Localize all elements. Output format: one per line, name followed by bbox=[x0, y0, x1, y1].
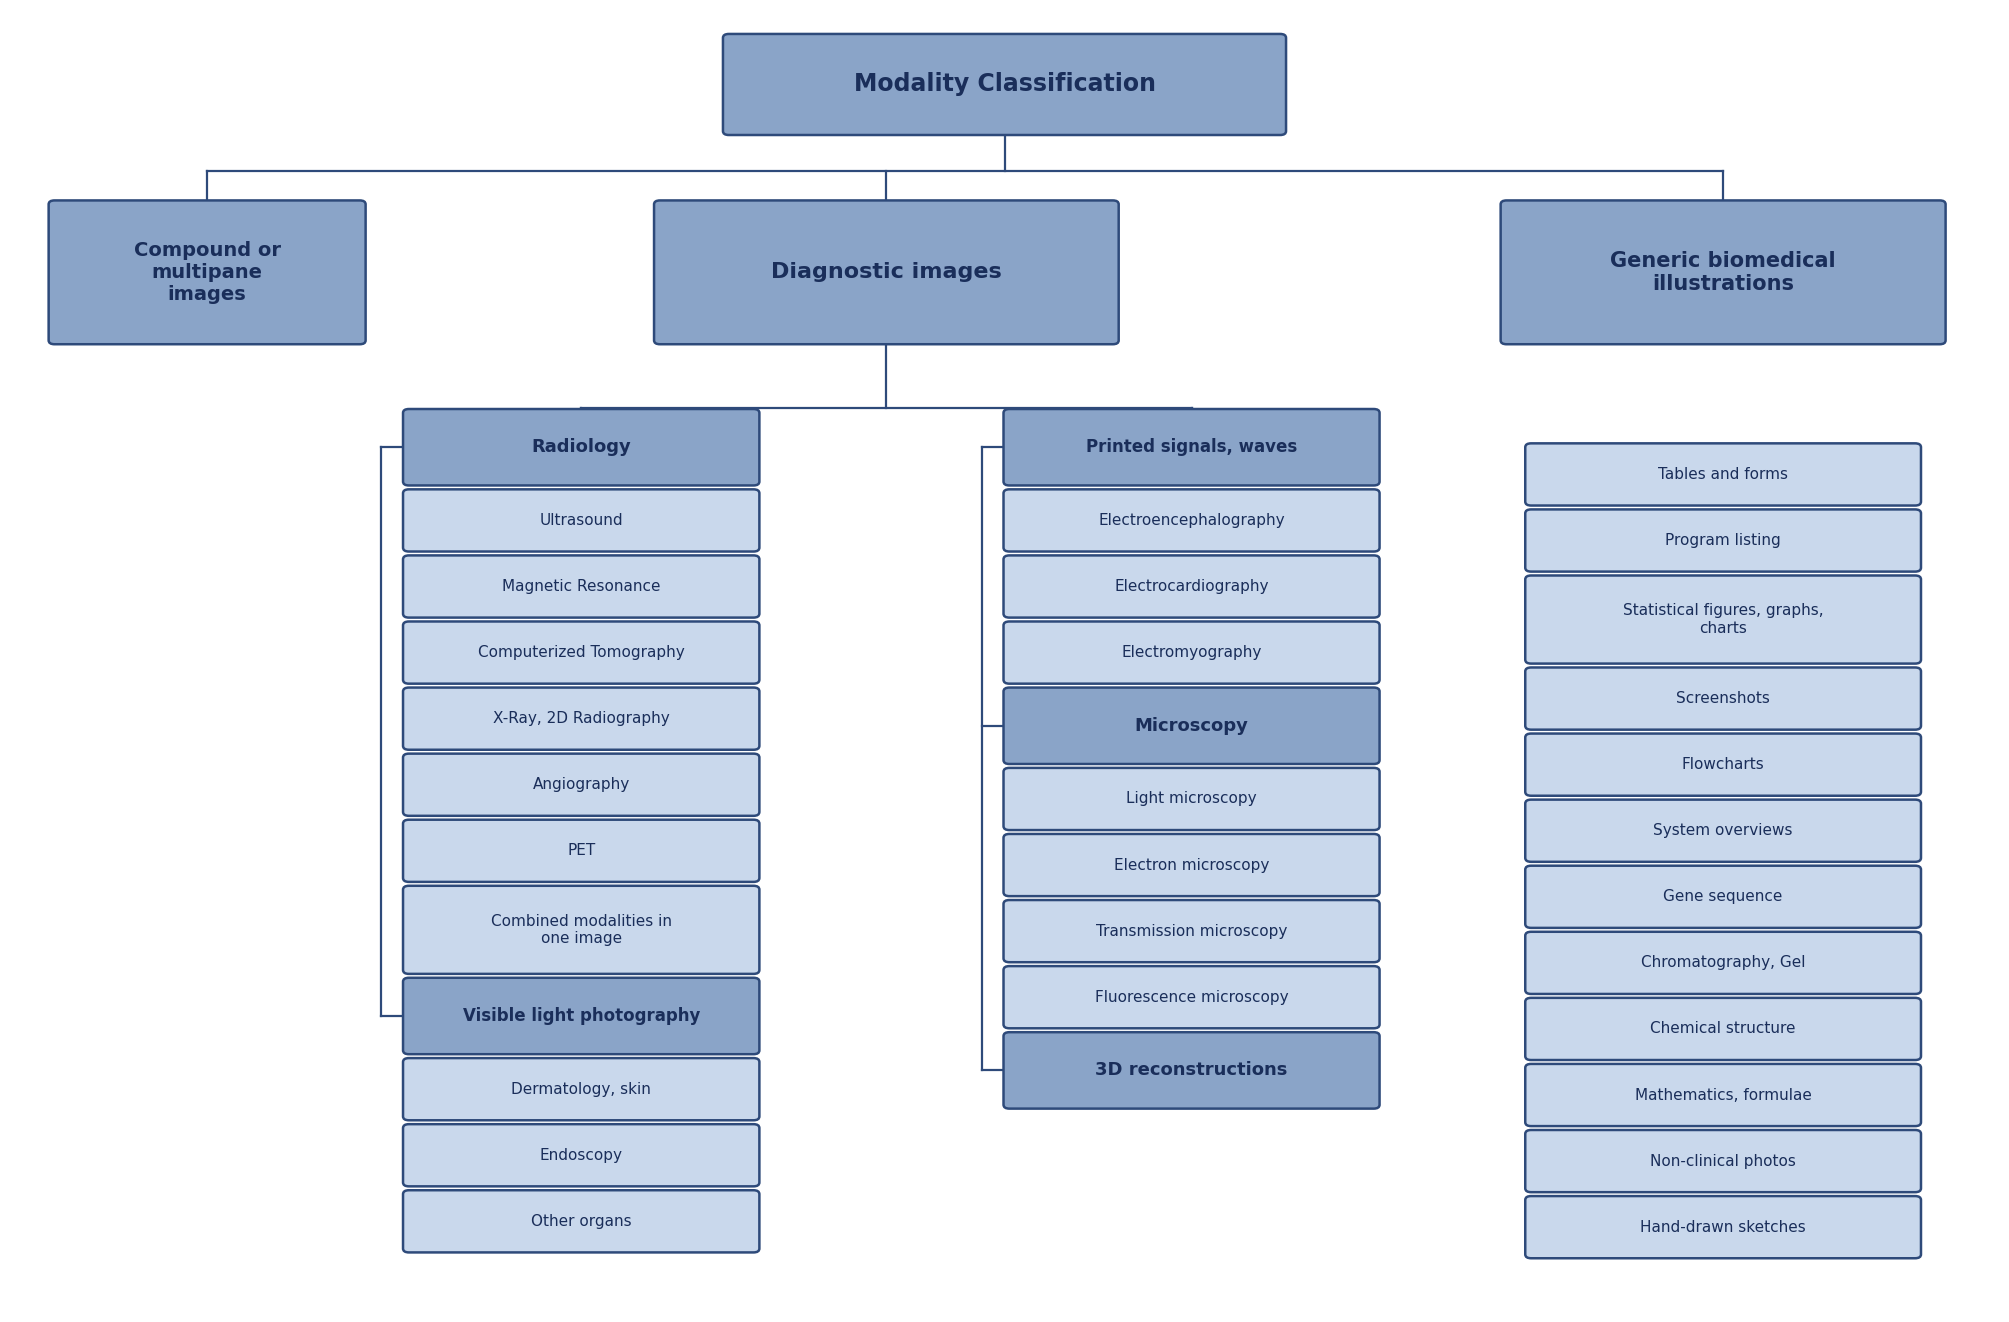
Text: Ultrasound: Ultrasound bbox=[538, 513, 623, 527]
FancyBboxPatch shape bbox=[1004, 555, 1380, 617]
FancyBboxPatch shape bbox=[1525, 443, 1921, 505]
Text: 3D reconstructions: 3D reconstructions bbox=[1095, 1062, 1288, 1079]
FancyBboxPatch shape bbox=[404, 820, 759, 882]
FancyBboxPatch shape bbox=[1525, 800, 1921, 862]
FancyBboxPatch shape bbox=[404, 408, 759, 485]
FancyBboxPatch shape bbox=[1525, 1064, 1921, 1126]
FancyBboxPatch shape bbox=[723, 34, 1286, 135]
Text: Visible light photography: Visible light photography bbox=[462, 1007, 699, 1025]
Text: Combined modalities in
one image: Combined modalities in one image bbox=[490, 914, 671, 947]
FancyBboxPatch shape bbox=[404, 886, 759, 974]
Text: Diagnostic images: Diagnostic images bbox=[771, 262, 1002, 283]
FancyBboxPatch shape bbox=[404, 555, 759, 617]
Text: Printed signals, waves: Printed signals, waves bbox=[1087, 438, 1298, 456]
Text: Endoscopy: Endoscopy bbox=[540, 1147, 623, 1163]
Text: Dermatology, skin: Dermatology, skin bbox=[510, 1081, 651, 1097]
FancyBboxPatch shape bbox=[404, 621, 759, 683]
FancyBboxPatch shape bbox=[1004, 687, 1380, 764]
FancyBboxPatch shape bbox=[1525, 734, 1921, 796]
FancyBboxPatch shape bbox=[1004, 966, 1380, 1029]
FancyBboxPatch shape bbox=[1525, 932, 1921, 994]
Text: Flowcharts: Flowcharts bbox=[1682, 758, 1764, 772]
FancyBboxPatch shape bbox=[1004, 834, 1380, 896]
FancyBboxPatch shape bbox=[1525, 668, 1921, 730]
Text: Screenshots: Screenshots bbox=[1676, 691, 1770, 706]
Text: Chromatography, Gel: Chromatography, Gel bbox=[1641, 956, 1806, 970]
Text: Computerized Tomography: Computerized Tomography bbox=[478, 645, 685, 660]
FancyBboxPatch shape bbox=[655, 201, 1119, 344]
FancyBboxPatch shape bbox=[404, 754, 759, 816]
Text: Electrocardiography: Electrocardiography bbox=[1115, 579, 1270, 594]
Text: Other organs: Other organs bbox=[530, 1214, 631, 1229]
FancyBboxPatch shape bbox=[404, 687, 759, 750]
FancyBboxPatch shape bbox=[1501, 201, 1945, 344]
Text: Chemical structure: Chemical structure bbox=[1649, 1022, 1796, 1036]
FancyBboxPatch shape bbox=[1525, 1130, 1921, 1192]
Text: Non-clinical photos: Non-clinical photos bbox=[1649, 1154, 1796, 1169]
FancyBboxPatch shape bbox=[1004, 408, 1380, 485]
FancyBboxPatch shape bbox=[1525, 575, 1921, 664]
Text: Magnetic Resonance: Magnetic Resonance bbox=[502, 579, 661, 594]
FancyBboxPatch shape bbox=[404, 1124, 759, 1186]
Text: Fluorescence microscopy: Fluorescence microscopy bbox=[1095, 990, 1288, 1005]
FancyBboxPatch shape bbox=[1525, 1196, 1921, 1259]
Text: Compound or
multipane
images: Compound or multipane images bbox=[135, 241, 281, 304]
Text: Generic biomedical
illustrations: Generic biomedical illustrations bbox=[1611, 251, 1836, 293]
FancyBboxPatch shape bbox=[1525, 866, 1921, 928]
Text: X-Ray, 2D Radiography: X-Ray, 2D Radiography bbox=[492, 711, 669, 726]
Text: Modality Classification: Modality Classification bbox=[854, 73, 1155, 97]
Text: Microscopy: Microscopy bbox=[1135, 717, 1248, 735]
Text: Tables and forms: Tables and forms bbox=[1657, 467, 1788, 483]
FancyBboxPatch shape bbox=[404, 1190, 759, 1252]
FancyBboxPatch shape bbox=[404, 1058, 759, 1120]
Text: PET: PET bbox=[567, 843, 595, 858]
FancyBboxPatch shape bbox=[1004, 489, 1380, 551]
Text: Gene sequence: Gene sequence bbox=[1663, 890, 1782, 904]
FancyBboxPatch shape bbox=[404, 489, 759, 551]
FancyBboxPatch shape bbox=[1525, 509, 1921, 571]
Text: Program listing: Program listing bbox=[1665, 533, 1782, 549]
Text: Hand-drawn sketches: Hand-drawn sketches bbox=[1639, 1220, 1806, 1235]
Text: Angiography: Angiography bbox=[532, 777, 631, 792]
Text: Transmission microscopy: Transmission microscopy bbox=[1095, 924, 1288, 939]
FancyBboxPatch shape bbox=[1004, 621, 1380, 683]
FancyBboxPatch shape bbox=[404, 978, 759, 1054]
Text: Electroencephalography: Electroencephalography bbox=[1099, 513, 1286, 527]
Text: Radiology: Radiology bbox=[530, 438, 631, 456]
Text: Light microscopy: Light microscopy bbox=[1127, 792, 1258, 806]
Text: Electromyography: Electromyography bbox=[1121, 645, 1262, 660]
Text: Mathematics, formulae: Mathematics, formulae bbox=[1635, 1088, 1812, 1103]
FancyBboxPatch shape bbox=[1004, 1032, 1380, 1109]
FancyBboxPatch shape bbox=[1525, 998, 1921, 1060]
Text: System overviews: System overviews bbox=[1653, 824, 1792, 838]
FancyBboxPatch shape bbox=[48, 201, 366, 344]
FancyBboxPatch shape bbox=[1004, 900, 1380, 962]
Text: Statistical figures, graphs,
charts: Statistical figures, graphs, charts bbox=[1623, 603, 1824, 636]
Text: Electron microscopy: Electron microscopy bbox=[1113, 858, 1270, 873]
FancyBboxPatch shape bbox=[1004, 768, 1380, 830]
